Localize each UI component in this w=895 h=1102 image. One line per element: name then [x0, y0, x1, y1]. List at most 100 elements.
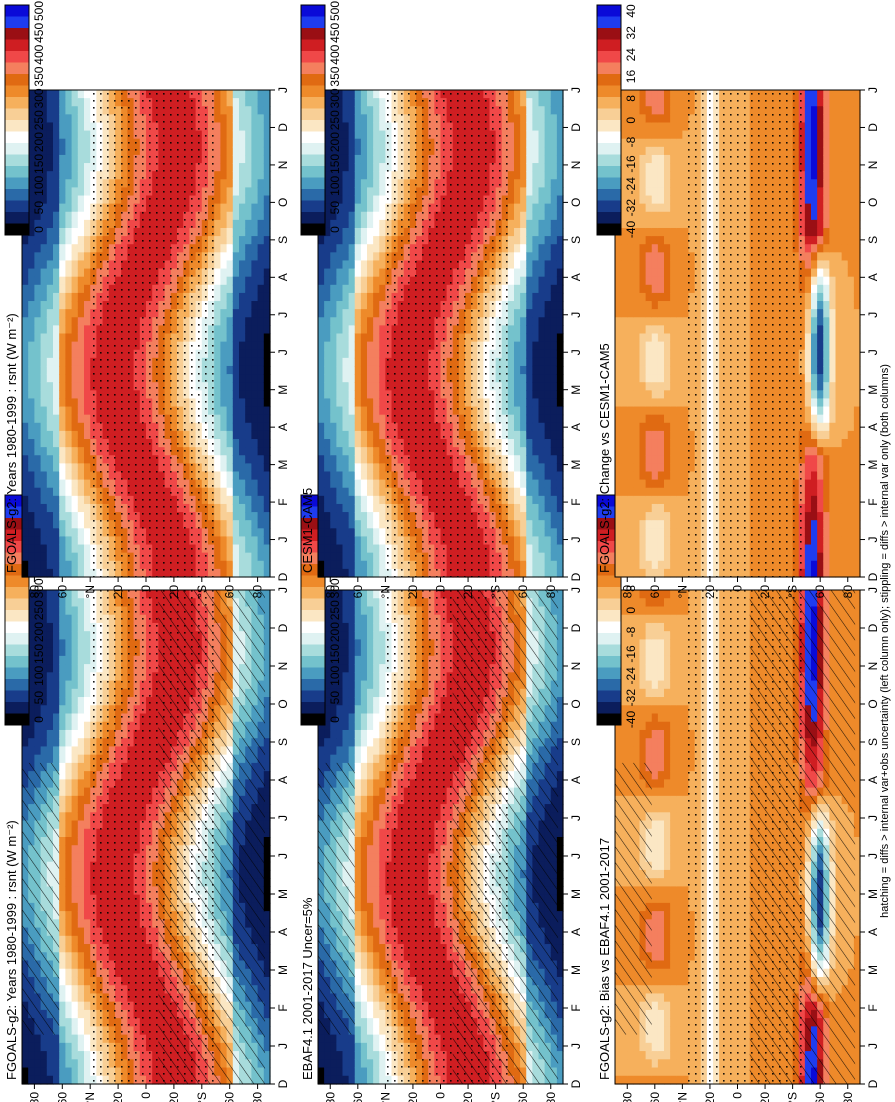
heatmap-cell — [232, 114, 240, 124]
heatmap-cell — [28, 697, 35, 706]
heatmap-cell — [46, 292, 54, 302]
heatmap-cell — [220, 463, 228, 473]
heatmap-cell — [28, 746, 35, 756]
heatmap-cell — [226, 138, 234, 148]
heatmap-cell — [84, 552, 91, 562]
heatmap-cell — [226, 236, 234, 245]
heatmap-cell — [22, 414, 29, 424]
heatmap-cell — [40, 503, 48, 513]
heatmap-cell — [263, 688, 271, 698]
heatmap-cell — [53, 512, 60, 521]
heatmap-cell — [232, 98, 240, 107]
heatmap-cell — [40, 568, 48, 578]
heatmap-cell — [84, 1034, 91, 1044]
heatmap-cell — [34, 471, 42, 481]
lat-tick-label: °N — [83, 1092, 97, 1102]
heatmap-cell — [59, 520, 66, 529]
heatmap-cell — [239, 90, 246, 99]
heatmap-cell — [65, 349, 73, 359]
heatmap-cell — [245, 227, 252, 237]
heatmap-cell — [34, 260, 42, 270]
heatmap-cell — [71, 853, 79, 863]
heatmap-cell — [226, 284, 234, 294]
heatmap-cell — [65, 1059, 73, 1069]
heatmap-cell — [84, 680, 91, 690]
heatmap-cell — [263, 614, 271, 624]
heatmap-cell — [46, 333, 54, 343]
heatmap-cell — [251, 227, 259, 237]
heatmap-cell — [84, 590, 91, 599]
heatmap-cell — [46, 471, 54, 481]
heatmap-cell — [245, 292, 252, 302]
heatmap-cell — [34, 544, 42, 554]
heatmap-cell — [22, 746, 29, 756]
heatmap-cell — [59, 317, 66, 326]
heatmap-cell — [40, 398, 48, 408]
heatmap-cell — [34, 528, 42, 538]
heatmap-cell — [22, 495, 29, 505]
heatmap-cell — [34, 276, 42, 286]
heatmap-cell — [263, 655, 271, 665]
heatmap-cell — [239, 122, 246, 132]
heatmap-cell — [40, 430, 48, 440]
heatmap-cell — [59, 106, 66, 115]
heatmap-cell — [65, 414, 73, 424]
heatmap-cell — [53, 130, 60, 140]
heatmap-cell — [22, 349, 29, 359]
heatmap-cell — [65, 479, 73, 489]
heatmap-cell — [226, 471, 234, 481]
heatmap-cell — [65, 795, 73, 805]
heatmap-cell — [65, 90, 73, 99]
heatmap-cell — [263, 779, 271, 789]
heatmap-cell — [59, 1001, 66, 1011]
heatmap-cell — [71, 244, 79, 253]
lat-tick-label: °S — [195, 1092, 209, 1102]
heatmap-cell — [232, 544, 240, 554]
heatmap-cell — [84, 471, 91, 481]
heatmap-cell — [71, 163, 79, 172]
heatmap-cell — [239, 357, 246, 367]
heatmap-cell — [220, 447, 228, 456]
heatmap-cell — [46, 171, 54, 180]
heatmap-cell — [257, 479, 265, 489]
month-tick-label: A — [276, 273, 290, 281]
colorbar-swatch — [5, 189, 29, 201]
heatmap-cell — [34, 598, 42, 608]
lat-tick-label: 80 — [27, 1092, 41, 1102]
heatmap-cell — [22, 1075, 29, 1085]
heatmap-cell — [257, 463, 265, 473]
heatmap-cell — [59, 244, 66, 253]
colorbar-swatch — [5, 223, 29, 236]
heatmap-cell — [245, 357, 252, 367]
heatmap-cell — [71, 284, 79, 294]
heatmap-cell — [245, 560, 252, 570]
heatmap-cell — [84, 512, 91, 521]
heatmap-cell — [77, 902, 85, 912]
colorbar-swatch — [5, 598, 29, 611]
heatmap-cell — [77, 837, 85, 846]
heatmap-cell — [257, 227, 265, 237]
heatmap-cell — [77, 993, 85, 1003]
heatmap-cell — [34, 512, 42, 521]
heatmap-cell — [84, 568, 91, 578]
heatmap-cell — [251, 552, 259, 562]
heatmap-cell — [59, 333, 66, 343]
heatmap-cell — [226, 374, 234, 383]
heatmap-cell — [28, 503, 35, 513]
heatmap-cell — [226, 447, 234, 456]
heatmap-cell — [65, 787, 73, 797]
heatmap-cell — [226, 455, 234, 464]
heatmap-cell — [84, 713, 91, 723]
heatmap-cell — [226, 487, 234, 497]
chart-panel-left-1: 80 60 °N 20 0 20 °S 60 80DJFMAMJJASONDJFGOALS-g2… — [4, 491, 290, 1102]
heatmap-cell — [22, 721, 29, 731]
heatmap-cell — [257, 171, 265, 180]
heatmap-cell — [59, 861, 66, 871]
heatmap-cell — [257, 374, 265, 383]
heatmap-cell — [46, 721, 54, 731]
heatmap-cell — [40, 309, 48, 318]
heatmap-cell — [22, 487, 29, 497]
heatmap-cell — [59, 349, 66, 359]
heatmap-cell — [28, 590, 35, 599]
heatmap-cell — [59, 853, 66, 863]
